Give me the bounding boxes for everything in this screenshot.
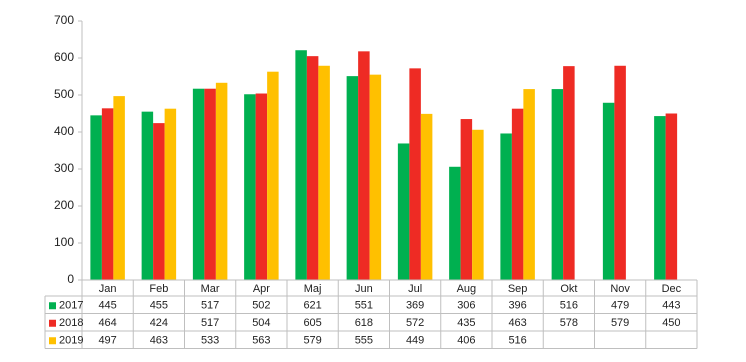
- table-value: 464: [98, 317, 116, 329]
- y-tick-label: 100: [54, 235, 74, 249]
- table-value: 497: [98, 335, 116, 347]
- y-tick-label: 400: [54, 124, 74, 138]
- table-value: 517: [201, 300, 219, 312]
- x-tick-label: Mar: [201, 283, 220, 295]
- table-value: 621: [303, 300, 321, 312]
- bar: [420, 113, 433, 281]
- bar: [654, 116, 666, 280]
- y-tick-label: 200: [54, 198, 74, 212]
- bar: [472, 129, 484, 280]
- table-value: 533: [201, 335, 219, 347]
- table-value: 563: [252, 335, 270, 347]
- bar: [500, 133, 512, 280]
- bar: [215, 82, 228, 280]
- x-tick-label: Aug: [457, 283, 477, 295]
- table-value: 551: [355, 300, 373, 312]
- bar: [614, 65, 626, 281]
- bar: [563, 66, 575, 280]
- bar: [295, 50, 307, 281]
- table-value: 463: [150, 335, 168, 347]
- bar: [397, 143, 410, 280]
- bar: [369, 74, 382, 281]
- table-value: 516: [508, 335, 526, 347]
- bar: [318, 65, 330, 281]
- y-tick-label: 0: [67, 272, 74, 286]
- table-value: 618: [355, 317, 373, 329]
- legend-label: 2019: [59, 335, 83, 347]
- table-value: 424: [150, 317, 168, 329]
- table-value: 579: [303, 335, 321, 347]
- table-value: 516: [560, 300, 578, 312]
- bar: [358, 51, 370, 281]
- bar: [204, 88, 216, 281]
- bar: [255, 93, 268, 281]
- table-value: 306: [457, 300, 475, 312]
- table-value: 396: [508, 300, 526, 312]
- legend-swatch: [49, 302, 56, 310]
- x-tick-label: Dec: [662, 283, 682, 295]
- x-tick-label: Jun: [355, 283, 373, 295]
- table-value: 579: [611, 317, 629, 329]
- table-value: 443: [662, 300, 680, 312]
- bar: [141, 111, 154, 281]
- table-value: 455: [150, 300, 168, 312]
- legend-label: 2017: [59, 300, 83, 312]
- bar: [460, 119, 473, 280]
- legend-swatch: [49, 337, 56, 345]
- legend-label: 2018: [59, 317, 83, 329]
- bar: [511, 108, 524, 280]
- bar: [244, 94, 256, 280]
- table-value: 504: [252, 317, 270, 329]
- y-tick-label: 600: [54, 50, 74, 64]
- bar: [153, 123, 165, 281]
- x-tick-label: Okt: [560, 283, 577, 295]
- table-value: 605: [303, 317, 321, 329]
- legend-swatch: [49, 319, 56, 327]
- bar: [192, 88, 205, 281]
- table-value: 517: [201, 317, 219, 329]
- bar: [409, 68, 421, 280]
- x-tick-label: Jul: [408, 283, 422, 295]
- bar: [90, 115, 102, 280]
- table-value: 450: [662, 317, 680, 329]
- bar: [551, 89, 564, 280]
- bar: [665, 113, 678, 280]
- y-tick-label: 700: [54, 13, 74, 27]
- table-value: 572: [406, 317, 424, 329]
- table-value: 435: [457, 317, 475, 329]
- bar: [101, 108, 114, 280]
- table-value: 369: [406, 300, 424, 312]
- bar: [113, 96, 125, 280]
- y-tick-label: 500: [54, 87, 74, 101]
- x-tick-label: Nov: [610, 283, 630, 295]
- x-tick-label: Jan: [99, 283, 117, 295]
- x-tick-label: Apr: [253, 283, 270, 295]
- y-tick-label: 300: [54, 161, 74, 175]
- table-value: 449: [406, 335, 424, 347]
- table-value: 578: [560, 317, 578, 329]
- x-tick-label: Maj: [304, 283, 322, 295]
- bar: [267, 71, 279, 280]
- x-tick-label: Sep: [508, 283, 528, 295]
- table-value: 555: [355, 335, 373, 347]
- table-value: 445: [98, 300, 116, 312]
- table-value: 406: [457, 335, 475, 347]
- bar: [523, 89, 535, 280]
- bar: [602, 102, 615, 281]
- bar: [164, 108, 177, 280]
- bar: [346, 76, 359, 280]
- x-tick-label: Feb: [149, 283, 168, 295]
- table-value: 502: [252, 300, 270, 312]
- table-value: 479: [611, 300, 629, 312]
- bar: [306, 56, 319, 281]
- table-value: 463: [508, 317, 526, 329]
- bar: [449, 166, 461, 280]
